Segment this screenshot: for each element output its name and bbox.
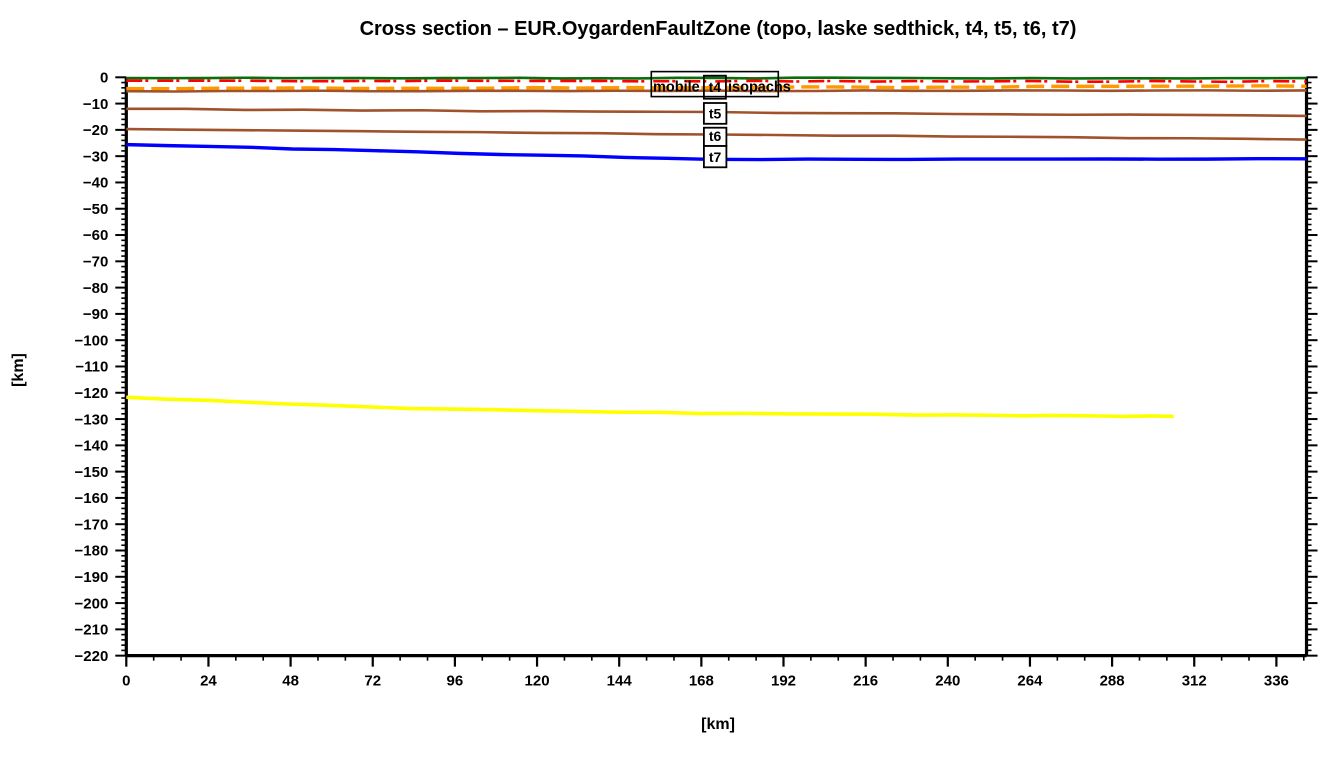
svg-text:−80: −80 [83,280,108,297]
svg-text:[km]: [km] [701,716,735,733]
svg-text:t4: t4 [709,79,722,95]
svg-text:−130: −130 [75,411,109,428]
svg-text:−60: −60 [83,227,108,244]
svg-text:−190: −190 [75,569,109,586]
svg-text:−40: −40 [83,175,108,192]
svg-text:−140: −140 [75,438,109,455]
svg-text:−30: −30 [83,148,108,165]
svg-text:−70: −70 [83,254,108,271]
svg-text:−170: −170 [75,516,109,533]
svg-text:Cross section – EUR.OygardenFa: Cross section – EUR.OygardenFaultZone (t… [360,18,1077,40]
svg-text:t6: t6 [709,128,722,144]
svg-text:−150: −150 [75,464,109,481]
svg-text:−200: −200 [75,595,109,612]
svg-text:−10: −10 [83,96,108,113]
svg-text:24: 24 [200,673,217,690]
svg-text:264: 264 [1017,673,1043,690]
svg-text:240: 240 [935,673,960,690]
svg-text:t7: t7 [709,149,722,165]
svg-text:288: 288 [1100,673,1125,690]
svg-text:72: 72 [364,673,381,690]
svg-text:isopachs: isopachs [728,80,791,96]
svg-text:−160: −160 [75,490,109,507]
svg-text:0: 0 [100,70,108,87]
svg-text:−180: −180 [75,543,109,560]
svg-text:0: 0 [122,673,130,690]
svg-text:−20: −20 [83,122,108,139]
svg-text:mobile: mobile [653,80,700,96]
svg-text:336: 336 [1264,673,1289,690]
svg-text:168: 168 [689,673,714,690]
svg-text:−90: −90 [83,306,108,323]
svg-text:−210: −210 [75,622,109,639]
svg-text:−220: −220 [75,648,109,665]
svg-text:216: 216 [853,673,878,690]
svg-text:t5: t5 [709,106,722,122]
svg-text:144: 144 [607,673,633,690]
svg-text:192: 192 [771,673,796,690]
svg-text:−110: −110 [75,359,108,376]
svg-text:−50: −50 [83,201,108,218]
svg-text:312: 312 [1182,673,1207,690]
svg-text:−120: −120 [75,385,109,402]
svg-text:120: 120 [525,673,550,690]
svg-text:48: 48 [282,673,299,690]
svg-text:−100: −100 [75,332,109,349]
svg-text:[km]: [km] [10,353,27,387]
svg-text:96: 96 [447,673,464,690]
